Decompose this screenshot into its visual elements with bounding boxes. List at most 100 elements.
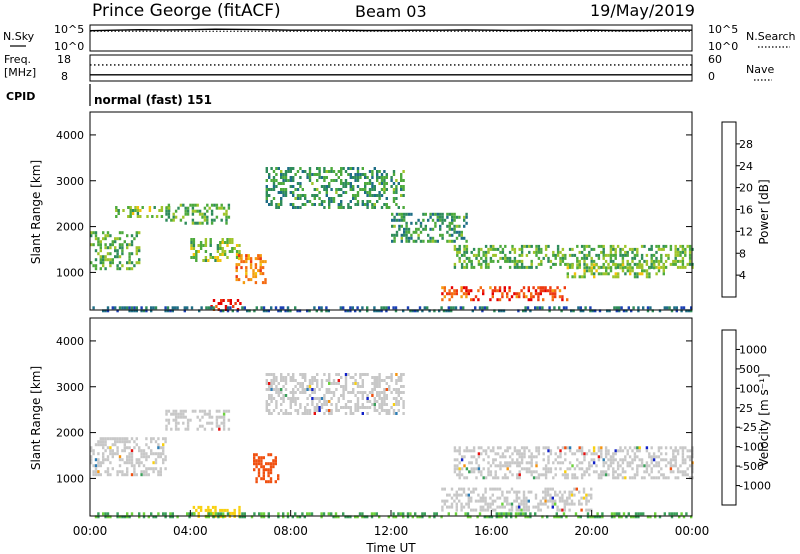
scatter-cell (192, 241, 196, 244)
scatter-cell (520, 289, 523, 293)
scatter-cell (472, 508, 475, 512)
scatter-cell (99, 258, 102, 262)
scatter-cell (484, 452, 488, 456)
scatter-cell (648, 275, 651, 279)
scatter-cell (524, 515, 527, 519)
scatter-cell (97, 461, 100, 465)
scatter-cell (421, 515, 424, 519)
scatter-cell (547, 470, 550, 474)
scatter-cell (511, 244, 514, 248)
scatter-cell (351, 306, 354, 310)
scatter-cell (502, 512, 506, 516)
scatter-cell (270, 373, 273, 376)
scatter-cell (614, 256, 617, 260)
scatter-cell (463, 236, 466, 240)
scatter-cell (539, 286, 542, 290)
scatter-cell (222, 412, 226, 416)
scatter-cell (648, 452, 651, 456)
scatter-cell (394, 306, 398, 310)
scatter-cell (97, 237, 100, 241)
scatter-cell (511, 452, 514, 456)
scatter-cell (466, 515, 470, 519)
scatter-cell (170, 218, 173, 222)
scatter-cell (626, 259, 629, 263)
scatter-cell (308, 176, 312, 179)
scatter-cell (126, 512, 129, 516)
scatter-cell (186, 427, 190, 431)
scatter-cell (282, 182, 285, 185)
scatter-cell (602, 272, 605, 276)
scatter-cell (206, 215, 209, 219)
scatter-cell (207, 505, 210, 509)
scatter-cell (609, 247, 613, 251)
scatter-cell (460, 265, 464, 269)
scatter-cell (418, 515, 422, 519)
scatter-cell (130, 458, 134, 462)
scatter-cell (109, 473, 112, 477)
scatter-cell (664, 452, 668, 456)
scatter-cell (643, 464, 646, 468)
scatter-cell (634, 512, 638, 516)
scatter-cell (578, 449, 581, 453)
scatter-cell (664, 259, 668, 263)
scatter-cell (356, 400, 360, 403)
scatter-cell (465, 476, 469, 480)
scatter-cell (385, 203, 388, 206)
scatter-cell (460, 289, 463, 293)
scatter-cell (140, 449, 143, 453)
scatter-cell (568, 490, 571, 494)
scatter-cell (458, 499, 461, 503)
scatter-cell (286, 512, 290, 516)
scatter-cell (506, 449, 509, 453)
scatter-cell (395, 188, 398, 191)
scatter-cell (270, 379, 273, 382)
scatter-cell (672, 455, 675, 459)
scatter-cell (459, 306, 462, 310)
scatter-cell (385, 306, 388, 310)
scatter-cell (456, 250, 459, 254)
scatter-cell (323, 206, 326, 209)
scatter-cell (104, 440, 107, 444)
scatter-cell (489, 244, 493, 248)
scatter-cell (269, 477, 273, 481)
scatter-cell (475, 458, 478, 462)
scatter-cell (114, 237, 117, 241)
scatter-cell (405, 239, 408, 243)
scatter-cell (303, 515, 306, 519)
scatter-cell (349, 409, 352, 412)
scatter-cell (371, 403, 374, 406)
scatter-cell (541, 306, 544, 310)
scatter-cell (378, 376, 381, 379)
scatter-cell (116, 237, 119, 241)
scatter-cell (237, 257, 241, 261)
scatter-cell (484, 502, 487, 506)
scatter-cell (484, 265, 488, 269)
scatter-cell (392, 188, 396, 191)
scatter-cell (450, 496, 454, 500)
scatter-cell (337, 194, 340, 197)
scatter-cell (477, 298, 480, 302)
scatter-cell (301, 170, 304, 173)
scatter-cell (352, 197, 355, 200)
scatter-cell (588, 253, 591, 257)
scatter-cell (595, 263, 598, 267)
scatter-cell (174, 209, 178, 213)
scatter-cell (549, 496, 552, 500)
scatter-cell (130, 464, 134, 468)
scatter-cell (245, 257, 248, 261)
scatter-cell (252, 269, 255, 273)
scatter-cell (318, 191, 321, 194)
scatter-cell (592, 259, 596, 263)
scatter-cell (342, 388, 345, 391)
scatter-cell (681, 259, 685, 263)
scatter-cell (633, 272, 637, 276)
scatter-cell (153, 206, 156, 209)
scatter-cell (114, 246, 117, 250)
scatter-cell (589, 515, 592, 519)
scatter-cell (264, 278, 267, 282)
scatter-cell (415, 221, 418, 225)
scatter-cell (356, 203, 360, 206)
scatter-cell (686, 455, 689, 459)
scatter-cell (391, 218, 394, 222)
